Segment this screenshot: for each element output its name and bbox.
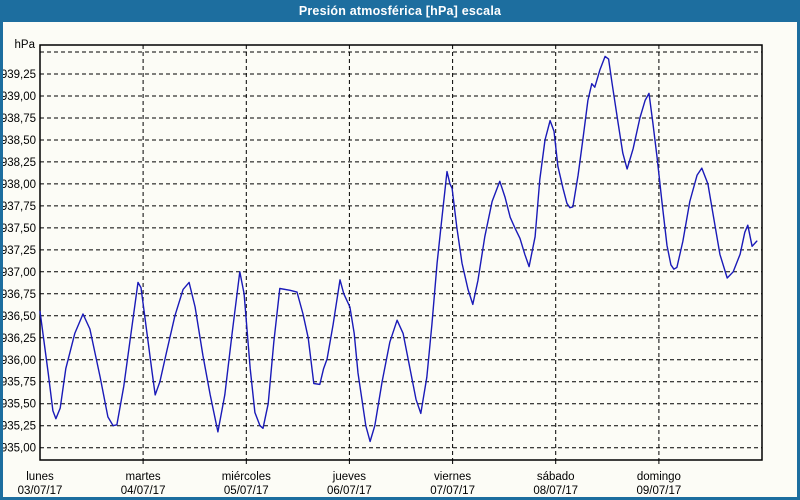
y-tick-label: 935,50 <box>1 399 36 411</box>
x-day-name-label: sábado <box>537 471 575 483</box>
window-title: Presión atmosférica [hPa] escala <box>298 4 502 18</box>
y-tick-label: 939,00 <box>1 91 36 103</box>
plot-border <box>39 44 763 461</box>
y-tick-label: 935,75 <box>1 377 36 389</box>
y-tick-label: 938,00 <box>1 179 36 191</box>
x-day-name-label: jueves <box>332 471 366 483</box>
pressure-curve <box>39 55 758 443</box>
x-day-date-label: 05/07/17 <box>224 485 269 497</box>
y-tick-label: 939,25 <box>1 69 36 81</box>
y-tick-label: 936,00 <box>1 355 36 367</box>
y-tick-label: 938,25 <box>1 157 36 169</box>
y-tick-label: 935,25 <box>1 421 36 433</box>
x-day-date-label: 09/07/17 <box>637 485 682 497</box>
window-titlebar[interactable]: Presión atmosférica [hPa] escala <box>0 0 800 22</box>
y-tick-label: 936,50 <box>1 311 36 323</box>
y-tick-label: 937,75 <box>1 201 36 213</box>
x-day-name-label: lunes <box>26 471 54 483</box>
x-day-date-label: 08/07/17 <box>533 485 578 497</box>
y-tick-label: 938,50 <box>1 135 36 147</box>
x-day-name-label: martes <box>126 471 161 483</box>
x-day-date-label: 04/07/17 <box>121 485 166 497</box>
y-tick-label: 937,25 <box>1 245 36 257</box>
y-tick-label: 936,25 <box>1 333 36 345</box>
y-tick-label: 938,75 <box>1 113 36 125</box>
y-tick-label: 936,75 <box>1 289 36 301</box>
x-day-name-label: miércoles <box>222 471 271 483</box>
x-day-name-label: viernes <box>434 471 471 483</box>
x-day-name-label: domingo <box>637 471 681 483</box>
x-day-date-label: 06/07/17 <box>327 485 372 497</box>
y-tick-label: 935,00 <box>1 443 36 455</box>
x-day-date-label: 03/07/17 <box>18 485 63 497</box>
y-axis-unit-label: hPa <box>14 39 35 51</box>
x-day-date-label: 07/07/17 <box>430 485 475 497</box>
y-tick-label: 937,00 <box>1 267 36 279</box>
y-tick-label: 937,50 <box>1 223 36 235</box>
